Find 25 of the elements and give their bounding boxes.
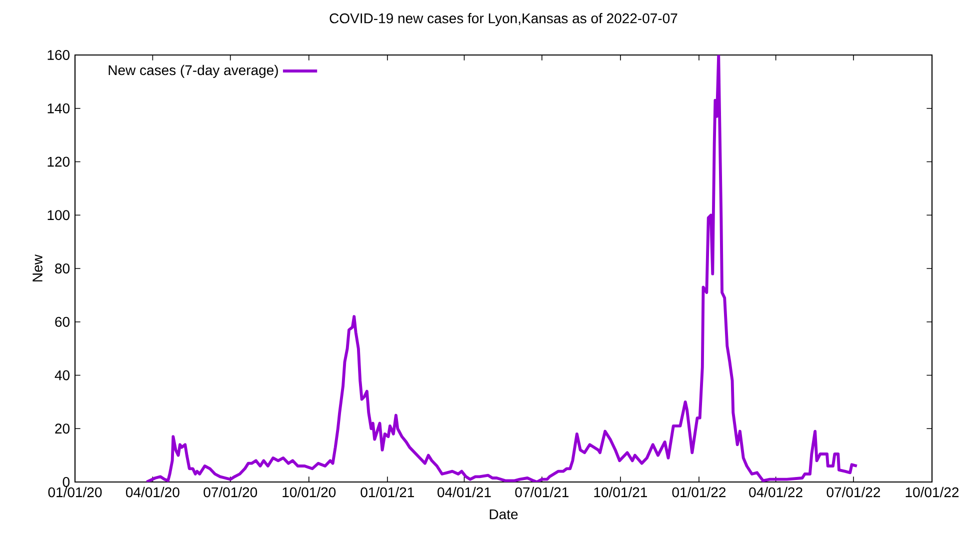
- x-tick-label: 10/01/20: [282, 486, 336, 498]
- legend-label: New cases (7-day average): [108, 64, 278, 78]
- y-tick-label: 120: [48, 156, 70, 167]
- x-tick-label: 01/01/20: [48, 486, 102, 498]
- x-axis-title: Date: [490, 509, 518, 520]
- x-tick-label: 10/01/22: [906, 486, 959, 498]
- x-tick-label: 04/01/21: [438, 486, 491, 498]
- x-tick-label: 01/01/22: [672, 486, 726, 498]
- y-axis-title: New: [32, 254, 42, 282]
- y-tick-label: 140: [48, 103, 70, 114]
- x-tick-label: 10/01/21: [594, 486, 647, 498]
- y-tick-label: 20: [55, 424, 70, 434]
- y-tick-label: 80: [55, 264, 70, 274]
- x-tick-label: 01/01/21: [360, 486, 414, 498]
- x-tick-label: 04/01/22: [749, 486, 802, 498]
- y-tick-label: 40: [54, 370, 70, 380]
- y-tick-label: 60: [55, 316, 70, 327]
- y-tick-label: 160: [48, 50, 70, 60]
- x-tick-label: 07/01/20: [204, 486, 258, 498]
- y-tick-label: 0: [62, 477, 70, 487]
- x-tick-label: 07/01/22: [826, 486, 880, 498]
- x-tick-label: 04/01/20: [126, 486, 180, 498]
- x-tick-label: 07/01/21: [515, 486, 568, 498]
- chart-title: COVID-19 new cases for Lyon,Kansas as of 2022-07-07: [330, 13, 678, 26]
- y-tick-label: 100: [48, 210, 70, 220]
